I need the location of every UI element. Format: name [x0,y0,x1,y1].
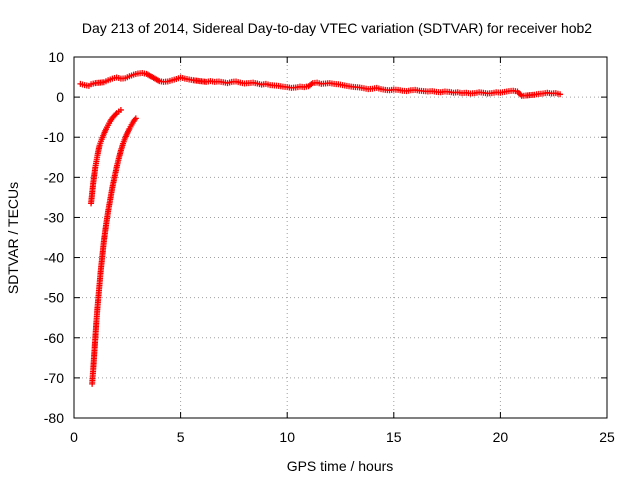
y-tick-label: -70 [44,370,64,386]
x-tick-label: 25 [599,429,615,445]
y-axis-label: SDTVAR / TECUs [5,182,21,294]
x-tick-label: 0 [70,429,78,445]
y-tick-label: -20 [44,169,64,185]
data-point [117,106,124,113]
x-tick-label: 20 [493,429,509,445]
y-tick-label: -30 [44,209,64,225]
data-point [112,111,119,118]
data-point [557,91,564,98]
y-tick-label: 10 [48,49,64,65]
axis-ticks: 10 0 -10 -20 -30 -40 -50 -60 -70 -80 0 5 10 15 20 25 [44,49,615,445]
data-point [132,115,139,122]
x-axis-label: GPS time / hours [287,458,394,474]
chart-title: Day 213 of 2014, Sidereal Day-to-day VTE… [82,20,592,36]
y-tick-label: -60 [44,330,64,346]
series-descending-arc-A [88,106,124,207]
plot-frame [73,56,608,419]
y-tick-label: 0 [56,89,64,105]
series-main-track [77,70,564,99]
data-points [77,70,564,387]
y-tick-label: -50 [44,290,64,306]
grid-lines [74,57,607,418]
x-tick-label: 15 [386,429,402,445]
series-descending-arc-B [89,115,139,387]
y-tick-label: -10 [44,129,64,145]
x-tick-label: 5 [177,429,185,445]
y-tick-label: -40 [44,250,64,266]
x-tick-label: 10 [279,429,295,445]
y-tick-label: -80 [44,410,64,426]
